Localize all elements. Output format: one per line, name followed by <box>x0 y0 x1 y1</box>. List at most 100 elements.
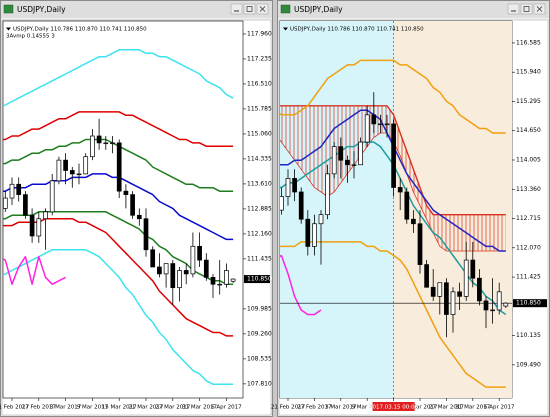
button-glyph <box>259 6 266 12</box>
candle-body <box>224 270 229 285</box>
candle-body <box>331 146 337 175</box>
candle-body <box>170 263 176 289</box>
minimize-button[interactable] <box>230 3 243 15</box>
y-tick-label: 113.610 <box>247 180 272 187</box>
candle-body <box>3 197 8 209</box>
x-tick-label: 27 Mar 2017 <box>155 405 190 411</box>
candle-body <box>463 259 469 297</box>
candle-body <box>116 142 122 192</box>
candle-body <box>384 123 390 126</box>
candle-body <box>69 170 75 175</box>
candle-body <box>123 190 129 195</box>
y-tick-label: 109.260 <box>247 330 272 337</box>
x-tick-label: 3 Mar 2017 <box>50 405 82 411</box>
y-tick-label: 117.235 <box>247 55 272 62</box>
indicator-line <box>3 173 234 241</box>
indicator-line <box>3 49 234 108</box>
button-glyph <box>246 6 253 12</box>
candle-body <box>76 173 82 176</box>
candle-body <box>338 146 344 161</box>
x-tick-label: 27 Feb 2017 <box>22 405 57 411</box>
candle-body <box>437 282 443 297</box>
y-tick-label: 116.510 <box>247 80 272 87</box>
past-region <box>280 21 394 398</box>
candle-body <box>197 245 202 261</box>
candle-body <box>378 123 383 126</box>
candle-body <box>312 223 317 247</box>
x-tick-label: 31 Mar 2017 <box>455 405 490 411</box>
window-icon <box>280 4 291 14</box>
indicator-text: 3Avmp 0.14555 3 <box>6 34 55 40</box>
x-tick-label: 27 Mar 2017 <box>429 405 464 411</box>
candle-body <box>177 270 182 289</box>
candle-body <box>183 270 189 275</box>
candle-body <box>397 187 403 193</box>
candle-body <box>230 278 236 282</box>
x-tick-label: 27 Feb 2017 <box>297 405 332 411</box>
y-tick-label: 109.490 <box>516 361 541 368</box>
y-tick-label: 114.650 <box>516 127 541 134</box>
x-tick-label: 21 Feb 2017 <box>0 405 30 411</box>
maximize-button[interactable] <box>243 3 256 15</box>
candle-body <box>457 291 462 297</box>
candle-body <box>411 218 416 225</box>
candle-body <box>298 191 304 220</box>
candle-body <box>305 218 311 247</box>
window-title: USDJPY,Daily <box>294 5 343 14</box>
candle-body <box>345 159 350 166</box>
candle-body <box>483 300 489 311</box>
marker-label: 2017.03.15 00:00 <box>369 405 419 411</box>
info-arrow <box>6 27 11 31</box>
candle-body <box>424 264 429 288</box>
info-arrow <box>283 27 288 31</box>
y-tick-label: 112.160 <box>247 230 272 237</box>
future-region <box>393 21 512 398</box>
minimize-button[interactable] <box>507 3 520 15</box>
y-tick-label: 113.360 <box>516 186 541 193</box>
y-tick-label: 115.060 <box>247 130 272 137</box>
candle-body <box>444 282 449 315</box>
candle-body <box>63 159 68 171</box>
candle-body <box>190 245 196 275</box>
info-text: USDJPY,Daily 110.786 110.870 110.741 110… <box>290 27 424 33</box>
candle-body <box>136 214 142 220</box>
candle-body <box>90 135 95 158</box>
candle-body <box>417 223 423 265</box>
y-tick-label: 114.005 <box>516 156 541 163</box>
x-tick-label: 9 Mar 2017 <box>77 405 109 411</box>
cloud-span <box>280 132 506 252</box>
y-tick-label: 117.960 <box>247 30 272 37</box>
maximize-button[interactable] <box>520 3 533 15</box>
indicator-line <box>3 249 234 385</box>
candle-body <box>450 291 456 315</box>
candle-body <box>49 180 55 213</box>
y-tick-label: 111.435 <box>247 255 272 262</box>
candle-body <box>203 259 209 278</box>
candle-body <box>318 214 324 225</box>
indicator-line <box>3 111 234 148</box>
candle-body <box>371 114 377 125</box>
candle-body <box>325 173 330 216</box>
y-tick-label: 116.585 <box>516 39 541 46</box>
indicator-line <box>280 109 506 252</box>
candle-body <box>280 196 284 211</box>
plot <box>280 21 512 398</box>
candle-body <box>103 142 109 145</box>
button-glyph <box>523 6 530 12</box>
x-tick-label: 21 Feb 2017 <box>271 405 306 411</box>
candle-body <box>391 123 396 188</box>
window-title: USDJPY,Daily <box>17 5 66 14</box>
x-tick-label: 6 Apr 2017 <box>484 405 515 411</box>
candle-body <box>23 194 28 216</box>
candle-body <box>351 164 357 166</box>
candle-body <box>16 183 22 195</box>
candle-body <box>292 178 297 193</box>
x-tick-label: 9 Mar 2017 <box>352 405 384 411</box>
current-price-box <box>513 299 547 308</box>
marker-label-box <box>372 402 415 411</box>
y-tick-label: 115.295 <box>516 98 541 105</box>
candle-body <box>496 291 502 311</box>
x-tick-label: 3 Mar 2017 <box>325 405 357 411</box>
info-text: USDJPY,Daily 110.786 110.870 110.741 110… <box>13 27 147 33</box>
x-tick-label: 31 Mar 2017 <box>182 405 217 411</box>
